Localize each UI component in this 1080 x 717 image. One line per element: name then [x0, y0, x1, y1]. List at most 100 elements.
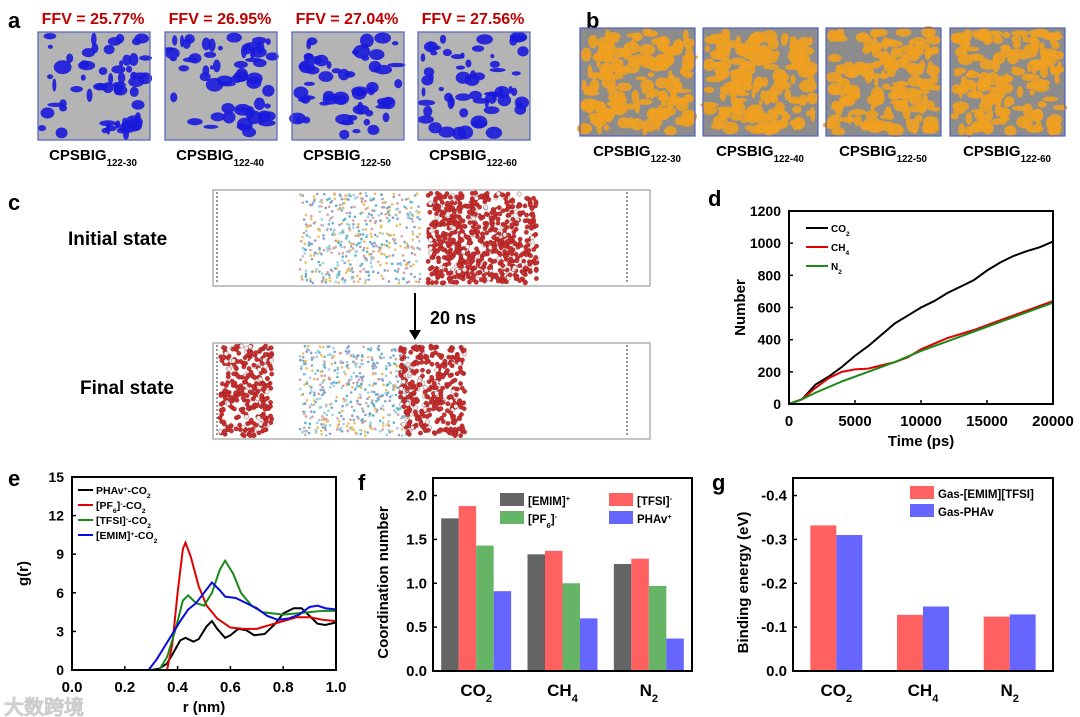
free-volume-cube-blob	[374, 64, 393, 75]
gas-molecule	[250, 428, 255, 433]
ionic-liquid-molecule	[371, 358, 374, 362]
ionic-liquid-molecule	[386, 210, 390, 214]
gas-distribution-cube-blob	[837, 77, 850, 88]
gas-molecule	[457, 263, 463, 269]
gas-distribution-cube-frame	[949, 27, 1066, 137]
gas-molecule	[222, 395, 228, 401]
gas-molecule	[534, 276, 539, 281]
ionic-liquid-molecule	[387, 212, 390, 216]
ionic-liquid-molecule	[369, 240, 372, 244]
ionic-liquid-molecule	[395, 224, 399, 227]
gas-distribution-cube-blob	[860, 120, 876, 131]
gas-molecule	[509, 222, 515, 228]
ionic-liquid-molecule	[309, 416, 312, 420]
gas-molecule	[251, 421, 257, 426]
free-volume-cube-blob	[98, 67, 108, 76]
free-volume-cube-blob	[517, 46, 529, 57]
ionic-liquid-molecule	[357, 354, 360, 357]
ionic-liquid-molecule	[364, 270, 368, 274]
gas-molecule	[454, 194, 460, 200]
gas-molecule	[230, 346, 236, 352]
gas-distribution-cube-blob	[704, 35, 718, 45]
free-volume-cube-blob	[357, 101, 364, 115]
ionic-liquid-molecule	[362, 267, 366, 271]
y-tick-label: 1.0	[406, 575, 427, 592]
ionic-liquid-molecule	[383, 253, 387, 256]
ionic-liquid-molecule	[345, 250, 349, 253]
gas-molecule	[232, 406, 237, 412]
gas-molecule	[432, 345, 437, 351]
legend-label-part: CO	[831, 224, 846, 235]
gas-distribution-cube-blob	[825, 72, 843, 83]
gas-molecule	[465, 244, 470, 250]
ionic-liquid-molecule	[417, 280, 421, 284]
gas-molecule	[262, 357, 268, 363]
ionic-liquid-molecule	[391, 216, 395, 220]
gas-distribution-cube-blob	[1002, 31, 1011, 39]
gas-distribution-cube-blob	[797, 37, 813, 47]
ionic-liquid-molecule	[359, 196, 363, 200]
gas-distribution-cube-blob	[921, 25, 936, 39]
free-volume-cube-blob	[485, 126, 503, 139]
ionic-liquid-molecule	[366, 270, 370, 274]
ionic-liquid-molecule	[390, 203, 394, 206]
gas-molecule	[268, 345, 274, 351]
ionic-liquid-molecule	[316, 377, 320, 381]
ionic-liquid-molecule	[327, 409, 330, 412]
ionic-liquid-molecule	[347, 367, 350, 370]
free-volume-cube-blob	[374, 32, 392, 44]
ionic-liquid-molecule	[333, 350, 336, 354]
gas-molecule	[428, 245, 433, 251]
ionic-liquid-molecule	[388, 430, 392, 434]
gas-molecule	[436, 204, 442, 209]
ionic-liquid-molecule	[326, 213, 329, 216]
free-volume-cube-blob	[240, 44, 247, 59]
gas-distribution-cube-blob	[972, 85, 977, 93]
gas-molecule	[448, 194, 453, 200]
free-volume-cube-blob	[306, 40, 312, 50]
ionic-liquid-molecule	[348, 228, 352, 232]
free-volume-cube-blob	[489, 67, 506, 73]
legend-label: [TFSI]-	[637, 494, 673, 509]
ionic-liquid-molecule	[399, 244, 402, 248]
gas-molecule	[410, 368, 415, 374]
gas-molecule	[398, 394, 403, 400]
plot-frame-g	[792, 477, 1054, 672]
gas-molecule	[262, 427, 267, 432]
ionic-liquid-molecule	[371, 373, 375, 376]
gas-molecule	[512, 240, 518, 246]
gas-distribution-cube-blob	[724, 40, 741, 48]
ionic-liquid-molecule	[340, 429, 344, 433]
ionic-liquid-molecule	[380, 243, 384, 246]
bar	[527, 554, 545, 671]
gas-distribution-cube-blob	[971, 30, 978, 36]
gas-molecule	[233, 366, 239, 371]
ionic-liquid-molecule	[392, 354, 395, 357]
ionic-liquid-molecule	[352, 360, 356, 364]
ionic-liquid-molecule	[370, 227, 374, 231]
ionic-liquid-molecule	[344, 349, 348, 353]
ionic-liquid-molecule	[362, 254, 366, 258]
ionic-liquid-molecule	[368, 414, 371, 418]
gas-molecule	[242, 355, 248, 360]
ionic-liquid-molecule	[359, 212, 362, 215]
ionic-liquid-molecule	[363, 256, 367, 260]
gas-molecule	[420, 373, 425, 379]
legend-label-part: 2	[147, 493, 151, 500]
gas-molecule	[427, 209, 433, 215]
gas-molecule	[465, 214, 471, 220]
gas-molecule	[487, 265, 492, 271]
gas-molecule	[434, 419, 440, 425]
free-volume-cube-blob	[297, 96, 309, 103]
gas-molecule	[243, 388, 249, 394]
ionic-liquid-molecule	[325, 278, 328, 282]
ionic-liquid-molecule	[392, 404, 395, 407]
gas-molecule	[457, 416, 462, 422]
gas-distribution-cube-blob	[890, 47, 903, 59]
gas-distribution-cube-blob	[603, 124, 610, 131]
ionic-liquid-molecule	[337, 419, 341, 423]
ionic-liquid-molecule	[343, 217, 347, 221]
ionic-liquid-molecule	[341, 384, 345, 388]
ionic-liquid-molecule	[367, 395, 371, 399]
ionic-liquid-molecule	[408, 260, 411, 264]
